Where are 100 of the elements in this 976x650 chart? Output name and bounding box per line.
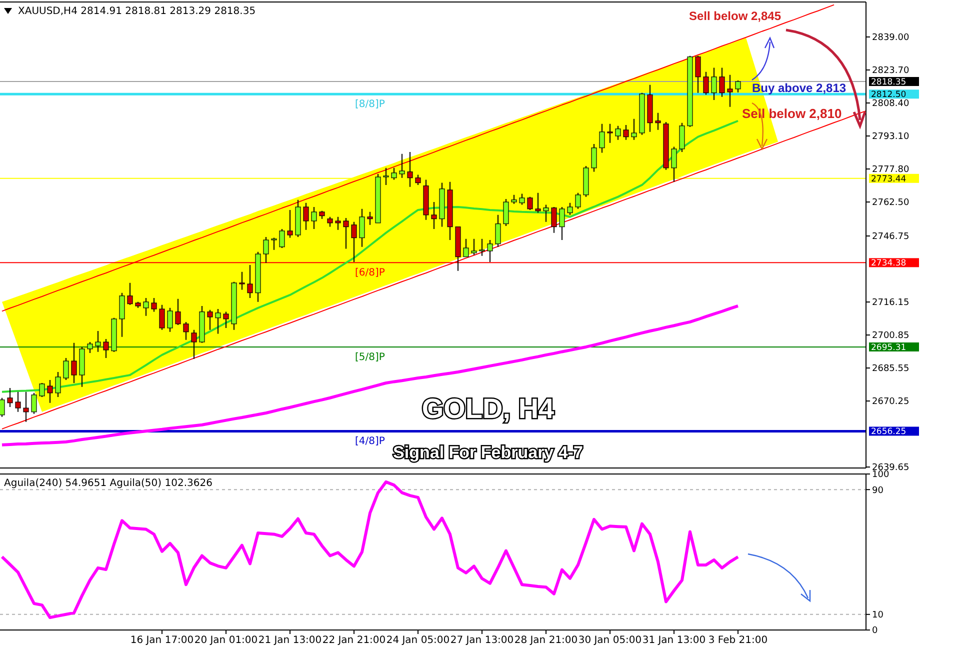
y-tick-label: 2839.00	[872, 33, 910, 44]
candlestick	[471, 238, 477, 256]
candlestick	[327, 216, 333, 228]
candlestick	[239, 271, 245, 290]
candlestick	[479, 238, 485, 256]
x-tick-label: 21 Jan 13:00	[258, 635, 322, 646]
candlestick	[183, 321, 189, 340]
candlestick	[495, 214, 501, 248]
ref-line-label: 2818.35	[871, 77, 906, 88]
annotation: [6/8]P	[355, 268, 385, 279]
y-tick-label: 2777.80	[872, 165, 910, 176]
candlestick	[103, 338, 109, 358]
candlestick	[15, 391, 21, 412]
candlestick	[175, 298, 181, 326]
candlestick	[159, 304, 165, 330]
candlestick	[0, 397, 5, 418]
candlestick	[119, 292, 125, 338]
y-tick-label: 10	[872, 610, 884, 621]
ref-line-label: 2812.50	[871, 90, 906, 100]
y-tick-label: 2670.25	[872, 397, 910, 408]
candlestick	[351, 221, 357, 262]
candlestick	[343, 217, 349, 250]
line-series	[2, 110, 866, 430]
line-series	[1, 120, 739, 393]
candlestick	[143, 297, 149, 316]
candlestick	[383, 167, 389, 186]
candlestick	[167, 307, 173, 332]
x-tick-label: 22 Jan 21:00	[322, 635, 386, 646]
candlestick	[519, 193, 525, 206]
candlestick	[575, 192, 581, 210]
candlestick	[47, 379, 53, 404]
candlestick	[367, 211, 373, 226]
candlestick	[127, 282, 133, 306]
candlestick	[391, 167, 397, 180]
candlestick	[559, 206, 565, 240]
x-tick-label: 24 Jan 05:00	[386, 635, 450, 646]
x-tick-label: 28 Jan 21:00	[514, 635, 578, 646]
candlestick	[215, 308, 221, 334]
candlestick	[287, 209, 293, 238]
annotation: [5/8]P	[355, 352, 385, 363]
annotation: Signal For February 4-7	[393, 443, 583, 462]
annotation: GOLD, H4	[422, 393, 555, 424]
annotation: [8/8]P	[355, 99, 385, 110]
candlestick	[511, 194, 517, 204]
x-tick-label: 31 Jan 13:00	[642, 635, 706, 646]
candlestick	[55, 371, 61, 398]
candlestick	[719, 67, 725, 98]
candlestick	[7, 387, 13, 408]
candlestick	[359, 208, 365, 248]
candlestick	[23, 391, 29, 422]
candlestick	[599, 123, 605, 154]
candlestick	[679, 122, 685, 152]
candlestick	[727, 74, 733, 108]
candlestick	[607, 123, 613, 144]
candlestick	[623, 124, 629, 140]
candlestick	[415, 174, 421, 186]
x-tick-label: 16 Jan 17:00	[130, 635, 194, 646]
candlestick	[71, 342, 77, 384]
annotation: [4/8]P	[355, 436, 385, 448]
candlestick	[631, 118, 637, 140]
candlestick	[567, 202, 573, 216]
candlestick	[399, 153, 405, 178]
candlestick	[303, 202, 309, 230]
y-tick-label: 2746.75	[872, 232, 910, 242]
candlestick	[735, 80, 741, 93]
candlestick	[95, 330, 101, 352]
chart-title: Aguila(240) 54.9651 Aguila(50) 102.3626	[4, 478, 212, 489]
candlestick	[223, 311, 229, 328]
candlestick	[487, 239, 493, 262]
candlestick	[207, 309, 213, 330]
candlestick	[279, 228, 285, 248]
ref-line-label: 2656.25	[871, 427, 906, 438]
candlestick	[63, 357, 69, 380]
candlestick	[535, 192, 541, 214]
candlestick	[655, 112, 661, 130]
candlestick	[711, 67, 717, 100]
candlestick	[551, 206, 557, 234]
ref-line-label: 2734.38	[871, 258, 906, 269]
candlestick	[695, 55, 701, 94]
line-series	[0, 480, 740, 620]
chart-title: XAUUSD,H4 2814.91 2818.81 2813.29 2818.35	[18, 6, 256, 17]
candlestick	[591, 143, 597, 172]
candlestick	[703, 71, 709, 96]
candlestick	[543, 204, 549, 222]
ref-line-label: 2695.31	[871, 342, 906, 353]
candlestick	[335, 216, 341, 230]
y-tick-label: 2685.55	[872, 364, 910, 374]
candlestick	[311, 206, 317, 230]
candlestick	[503, 198, 509, 226]
candlestick	[463, 238, 469, 258]
x-tick-label: 20 Jan 01:00	[194, 635, 258, 646]
y-tick-label: 0	[872, 626, 878, 636]
candlestick	[31, 392, 37, 414]
candlestick	[671, 146, 677, 182]
candlestick	[407, 151, 413, 188]
candlestick	[39, 382, 45, 398]
x-tick-label: 30 Jan 05:00	[578, 635, 642, 646]
candlestick	[263, 236, 269, 264]
y-tick-label: 2762.50	[872, 198, 910, 208]
candlestick	[247, 264, 253, 298]
